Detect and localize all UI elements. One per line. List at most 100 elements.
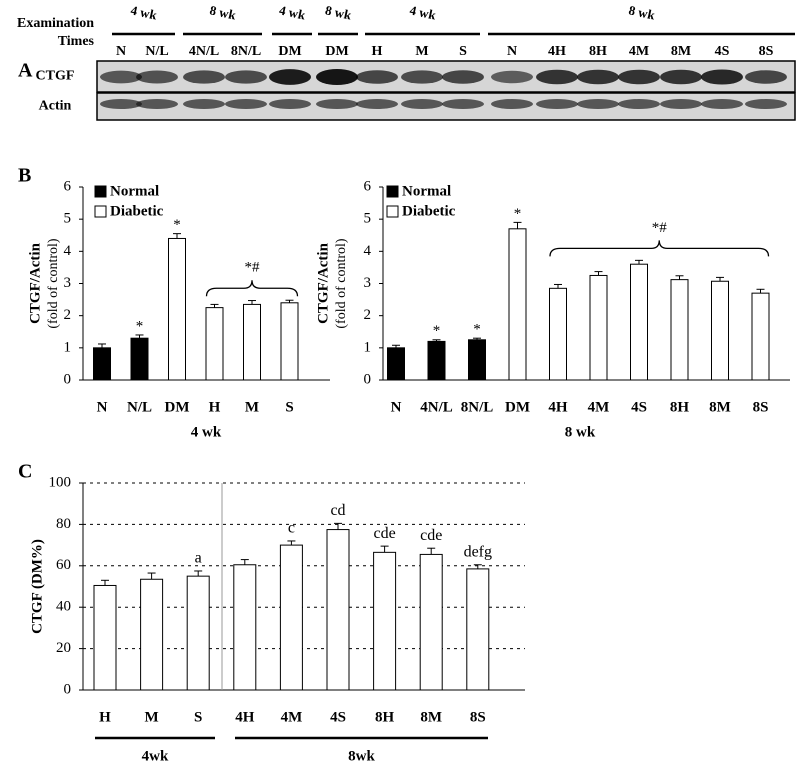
x-tick-label: 8H: [670, 399, 690, 415]
band: [660, 69, 702, 85]
row-label: Actin: [39, 99, 72, 114]
lane-label: S: [459, 44, 467, 59]
band: [401, 99, 443, 109]
y-tick-label: 80: [56, 516, 71, 532]
bar: [419, 553, 443, 691]
band: [356, 70, 398, 84]
letter-label: c: [288, 520, 295, 537]
bar: [168, 237, 186, 381]
bracket-label: *#: [245, 260, 261, 276]
bar: [140, 578, 164, 691]
legend-swatch: [94, 185, 107, 198]
y-tick-label: 0: [64, 681, 72, 697]
significance: *: [173, 217, 181, 233]
group-label: 4 wk: [129, 2, 159, 22]
y-tick-label: 4: [364, 243, 372, 259]
band: [491, 99, 533, 109]
y-tick-label: 4: [64, 243, 72, 259]
legend-swatch: [94, 205, 107, 218]
band: [618, 99, 660, 109]
x-tick-label: 4M: [588, 399, 610, 415]
lane-label: 4H: [548, 44, 566, 59]
group-label: 4 wk: [408, 2, 438, 22]
x-tick-label: N: [391, 399, 402, 415]
y-label: CTGF/Actin: [27, 242, 43, 323]
band: [225, 70, 267, 84]
x-tick-label: N: [97, 399, 108, 415]
lane-label: DM: [325, 44, 348, 59]
y-tick-label: 0: [64, 371, 72, 387]
x-tick-label: 8M: [420, 709, 442, 725]
y-tick-label: 3: [64, 275, 72, 291]
lane-label: 8H: [589, 44, 607, 59]
x-tick-label: 4M: [281, 709, 303, 725]
y-sublabel: (fold of control): [334, 238, 349, 329]
letter-label: cd: [330, 502, 345, 519]
x-tick-label: DM: [505, 399, 530, 415]
lane-label: N: [507, 44, 517, 59]
row-label: CTGF: [36, 69, 75, 84]
bar: [233, 564, 257, 691]
lane-label: 4N/L: [189, 44, 219, 59]
bar: [186, 575, 210, 691]
bar: [549, 287, 567, 381]
legend-label: Diabetic: [402, 203, 456, 219]
bar: [93, 584, 117, 691]
band: [269, 99, 311, 109]
legend-swatch: [386, 205, 399, 218]
x-tick-label: H: [209, 399, 221, 415]
x-tick-label: 8N/L: [461, 399, 494, 415]
legend-label: Normal: [110, 183, 159, 199]
band: [660, 99, 702, 109]
y-tick-label: 2: [64, 307, 72, 323]
bar: [711, 280, 729, 381]
y-sublabel: (fold of control): [46, 238, 61, 329]
band: [491, 70, 533, 84]
bar: [280, 302, 299, 381]
x-label: 4 wk: [191, 424, 222, 440]
letter-label: cde: [420, 527, 442, 544]
bar: [751, 292, 770, 381]
band: [442, 70, 484, 84]
band: [745, 99, 787, 109]
band: [136, 70, 178, 84]
band: [577, 99, 619, 109]
letter-label: cde: [373, 525, 395, 542]
x-tick-label: S: [194, 709, 202, 725]
y-tick-label: 1: [64, 339, 72, 355]
y-tick-label: 100: [49, 474, 72, 490]
bar: [589, 274, 608, 381]
band: [100, 99, 142, 109]
x-tick-label: N/L: [127, 399, 152, 415]
lane-label: DM: [278, 44, 301, 59]
bar: [387, 347, 405, 381]
x-tick-label: 8S: [753, 399, 769, 415]
band: [136, 99, 178, 109]
x-tick-label: S: [285, 399, 293, 415]
bracket: [549, 240, 770, 257]
lane-label: 8M: [671, 44, 691, 59]
group-label: 8 wk: [208, 2, 238, 22]
x-tick-label: 8M: [709, 399, 731, 415]
y-tick-label: 3: [364, 275, 372, 291]
band: [269, 69, 311, 85]
y-tick-label: 5: [64, 211, 72, 227]
y-tick-label: 1: [364, 339, 372, 355]
bar: [373, 551, 397, 691]
x-tick-label: 8S: [470, 709, 486, 725]
band: [225, 99, 267, 109]
band: [356, 99, 398, 109]
band: [577, 69, 619, 85]
bracket-label: *#: [652, 220, 668, 236]
significance: *: [136, 318, 144, 334]
x-tick-label: DM: [165, 399, 190, 415]
band: [536, 69, 578, 85]
y-tick-label: 40: [56, 599, 71, 615]
band: [618, 69, 660, 85]
y-tick-label: 6: [64, 178, 72, 194]
x-tick-label: 4H: [548, 399, 568, 415]
header-label: Examination: [17, 16, 94, 31]
bar: [508, 228, 527, 381]
bar: [243, 303, 261, 381]
legend-label: Normal: [402, 183, 451, 199]
